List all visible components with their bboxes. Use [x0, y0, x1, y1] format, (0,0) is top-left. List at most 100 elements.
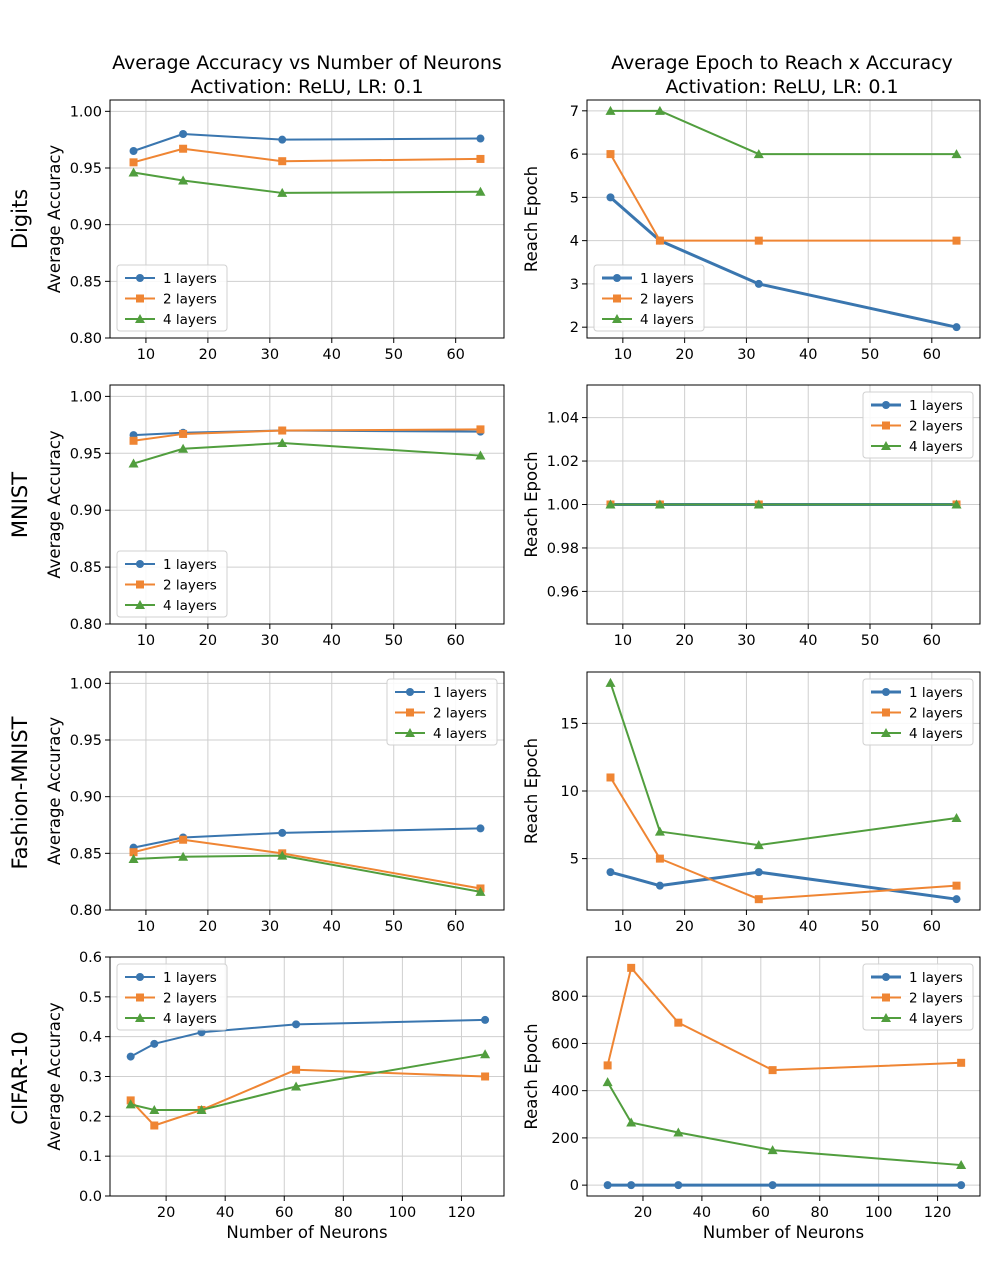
x-tick-label-20: 20 — [199, 919, 217, 935]
x-tick-label-120: 120 — [924, 1205, 952, 1221]
data-point-2-layers-64 — [476, 425, 485, 434]
x-tick-label-60: 60 — [923, 633, 941, 649]
y-tick-label-1: 0.1 — [79, 1149, 102, 1165]
y-tick-label-4: 0.4 — [79, 1030, 102, 1046]
legend-label-4-layers: 4 layers — [909, 439, 963, 455]
data-point-2-layers-16 — [655, 236, 664, 245]
y-axis-label: Average Accuracy — [45, 717, 64, 866]
legend-marker-1-layers — [136, 560, 144, 568]
legend-label-1-layers: 1 layers — [909, 685, 963, 701]
x-tick-label-60: 60 — [446, 919, 464, 935]
y-tick-label-4: 1.00 — [70, 389, 102, 405]
series-line-4-layers — [133, 854, 481, 893]
y-tick-label-0: 5 — [570, 852, 579, 868]
data-point-2-layers-8 — [129, 158, 138, 167]
y-tick-label-0: 0.0 — [79, 1189, 102, 1205]
y-tick-label-3: 600 — [551, 1036, 579, 1052]
y-tick-label-2: 0.90 — [70, 218, 102, 234]
legend-marker-4-layers — [881, 441, 891, 450]
data-point-2-layers-16 — [655, 854, 664, 863]
y-tick-label-1: 3 — [570, 277, 579, 293]
legend-label-2-layers: 2 layers — [163, 292, 217, 308]
data-point-2-layers-128 — [481, 1072, 490, 1081]
x-tick-label-60: 60 — [275, 1205, 293, 1221]
axes-frame — [109, 671, 505, 911]
legend-marker-2-layers — [613, 294, 621, 303]
row-label-mnist: MNIST — [8, 472, 32, 538]
col-title-accuracy-line2: Activation: ReLU, LR: 0.1 — [190, 76, 423, 98]
legend-marker-2-layers — [882, 993, 890, 1002]
data-point-2-layers-64 — [292, 1065, 301, 1074]
data-point-1-layers-128 — [481, 1015, 490, 1024]
x-tick-label-40: 40 — [323, 633, 341, 649]
legend-marker-1-layers — [882, 688, 890, 696]
y-tick-label-4: 1.00 — [70, 676, 102, 692]
legend-box — [386, 678, 498, 746]
x-tick-label-40: 40 — [323, 919, 341, 935]
legend-marker-2-layers — [136, 993, 144, 1002]
y-tick-label-4: 800 — [551, 989, 579, 1005]
legend-box — [116, 963, 228, 1031]
y-tick-label-5: 0.5 — [79, 990, 102, 1006]
data-point-1-layers-8 — [606, 193, 615, 202]
data-point-2-layers-64 — [768, 1066, 777, 1075]
y-axis-label: Reach Epoch — [522, 1023, 541, 1129]
axes-frame — [586, 99, 981, 339]
y-axis-label: Average Accuracy — [45, 430, 64, 579]
data-point-4-layers-64 — [475, 450, 486, 460]
data-point-2-layers-8 — [129, 848, 138, 857]
y-tick-label-4: 1.00 — [70, 104, 102, 120]
legend-label-1-layers: 1 layers — [433, 685, 487, 701]
x-tick-label-60: 60 — [446, 633, 464, 649]
x-tick-label-40: 40 — [693, 1205, 711, 1221]
y-tick-label-0: 0.80 — [70, 331, 102, 347]
data-point-2-layers-32 — [754, 236, 763, 245]
y-tick-label-0: 0.80 — [70, 903, 102, 919]
y-tick-label-4: 6 — [570, 147, 579, 163]
series-line-1-layers — [609, 196, 957, 329]
x-tick-label-50: 50 — [861, 633, 879, 649]
data-point-1-layers-8 — [603, 1181, 612, 1190]
axes-frame — [109, 384, 505, 625]
legend-marker-4-layers — [135, 600, 145, 609]
data-point-4-layers-64 — [951, 149, 962, 159]
data-point-2-layers-64 — [952, 881, 961, 890]
legend: 1 layers 2 layers 4 layers — [116, 550, 228, 618]
x-tick-label-40: 40 — [799, 919, 817, 935]
axes-frame — [109, 99, 505, 339]
data-point-4-layers-16 — [149, 1104, 160, 1114]
col-title-epoch-line2: Activation: ReLU, LR: 0.1 — [665, 76, 898, 98]
data-point-4-layers-128 — [480, 1049, 491, 1059]
x-tick-label-30: 30 — [737, 633, 755, 649]
data-point-2-layers-16 — [627, 963, 636, 972]
legend-label-1-layers: 1 layers — [909, 398, 963, 414]
series-line-4-layers — [133, 171, 481, 194]
data-point-2-layers-32 — [278, 426, 287, 435]
legend-marker-2-layers — [406, 708, 414, 717]
legend-label-4-layers: 4 layers — [163, 312, 217, 328]
legend-box — [593, 264, 705, 332]
legend-marker-4-layers — [135, 1013, 145, 1022]
data-point-1-layers-16 — [150, 1039, 159, 1048]
y-tick-label-2: 400 — [551, 1084, 579, 1100]
y-axis-label: Reach Epoch — [522, 738, 541, 844]
panel-fashion-epoch: 10 20 30 40 50 60 5 10 15 Reach Epoch 1 layers 2 la… — [522, 671, 981, 935]
panel-mnist-epoch: 10 20 30 40 50 60 0.96 0.98 1.00 1.02 1.04 Reach Ep… — [522, 384, 981, 649]
legend-marker-1-layers — [136, 973, 144, 981]
x-tick-label-30: 30 — [737, 347, 755, 363]
legend-box — [116, 550, 228, 618]
row-label-digits: Digits — [8, 189, 32, 249]
data-point-4-layers-8 — [128, 167, 139, 177]
data-point-4-layers-8 — [128, 458, 139, 468]
y-tick-label-2: 0.90 — [70, 503, 102, 519]
data-point-4-layers-16 — [654, 826, 665, 836]
data-point-4-layers-32 — [753, 499, 764, 509]
legend-box — [862, 391, 974, 459]
legend-label-4-layers: 4 layers — [909, 726, 963, 742]
data-point-2-layers-8 — [129, 436, 138, 445]
row-label-fashion-mnist: Fashion-MNIST — [8, 716, 32, 869]
data-point-1-layers-64 — [292, 1020, 301, 1029]
x-tick-label-80: 80 — [811, 1205, 829, 1221]
panel-cifar-epoch: 20 40 60 80 100 120 0 200 400 600 800 Reach Epoch Nu… — [522, 956, 981, 1242]
data-point-4-layers-8 — [128, 854, 139, 863]
